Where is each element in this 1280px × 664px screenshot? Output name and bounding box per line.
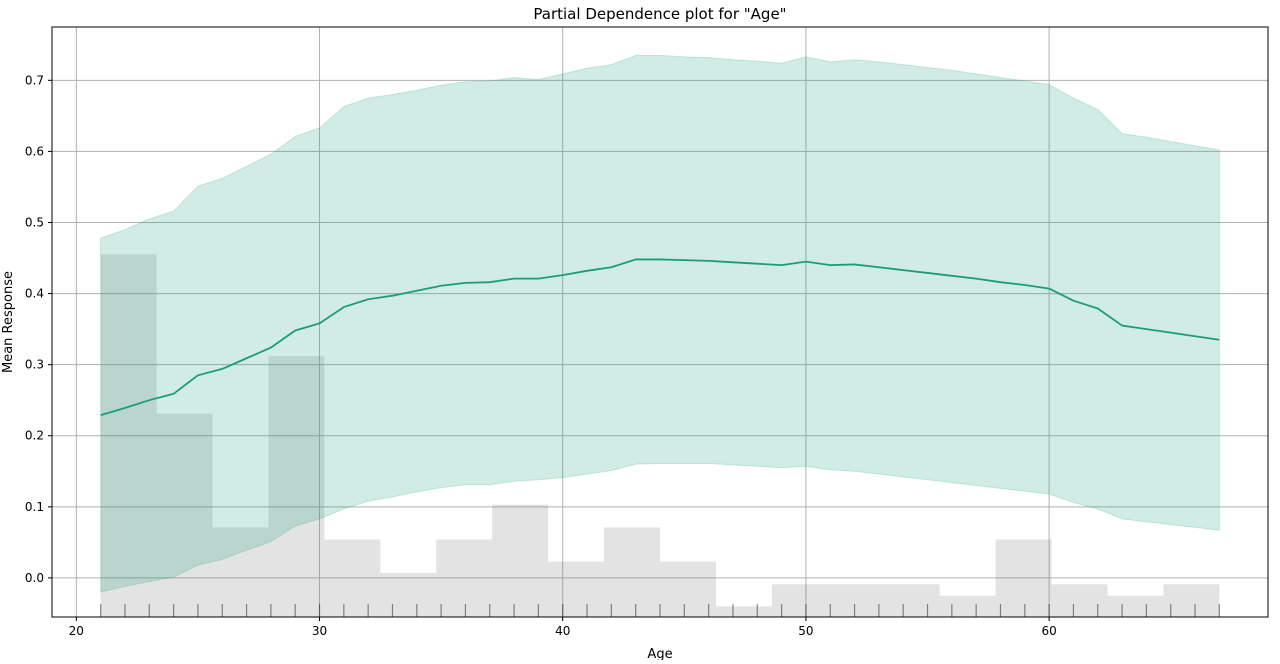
histogram-bin bbox=[436, 539, 493, 617]
histogram-bin bbox=[380, 572, 437, 617]
histogram-bin bbox=[883, 584, 940, 617]
grid-lines bbox=[52, 27, 1268, 617]
histogram-bins bbox=[100, 254, 1220, 617]
x-axis-label: Age bbox=[647, 647, 672, 660]
y-tick-label: 0.6 bbox=[25, 144, 44, 158]
histogram-bin bbox=[156, 413, 213, 617]
axis-ticks: 20 30 40 50 60 0.0 0.1 0.2 0.3 0.4 0.5 0.6 0.7 bbox=[25, 73, 1057, 638]
x-tick-label: 50 bbox=[798, 624, 813, 638]
x-tick-label: 60 bbox=[1041, 624, 1056, 638]
y-tick-label: 0.2 bbox=[25, 429, 44, 443]
histogram-bin bbox=[771, 584, 828, 617]
histogram-bin bbox=[212, 527, 269, 617]
histogram-bin bbox=[660, 561, 716, 617]
histogram-bin bbox=[715, 606, 772, 617]
mean-response-line-layer bbox=[100, 258, 1220, 416]
y-tick-label: 0.7 bbox=[25, 73, 44, 87]
y-tick-label: 0.4 bbox=[25, 287, 44, 301]
x-tick-label: 40 bbox=[555, 624, 570, 638]
histogram-bin bbox=[939, 595, 996, 617]
y-tick-label: 0.3 bbox=[25, 358, 44, 372]
histogram-bin bbox=[1107, 595, 1164, 617]
histogram-bin bbox=[268, 356, 325, 617]
histogram-bin bbox=[100, 254, 157, 617]
x-tick-label: 30 bbox=[312, 624, 327, 638]
histogram-bin bbox=[548, 561, 605, 617]
y-axis-label: Mean Response bbox=[1, 271, 16, 373]
y-tick-label: 0.1 bbox=[25, 500, 44, 514]
histogram-bin bbox=[1163, 584, 1220, 617]
histogram-bin bbox=[1051, 584, 1108, 617]
confidence-band-layer bbox=[100, 54, 1220, 593]
histogram-bin bbox=[324, 539, 381, 617]
histogram-bin bbox=[492, 504, 549, 617]
y-tick-label: 0.0 bbox=[25, 571, 44, 585]
x-tick-label: 20 bbox=[69, 624, 84, 638]
plot-frame bbox=[51, 26, 1269, 618]
histogram-bin bbox=[995, 539, 1052, 617]
y-tick-label: 0.5 bbox=[25, 215, 44, 229]
rug-marks bbox=[100, 604, 1220, 617]
histogram-bin bbox=[827, 584, 884, 617]
confidence-band bbox=[100, 54, 1220, 593]
chart-title: Partial Dependence plot for "Age" bbox=[533, 5, 786, 23]
histogram-bin bbox=[604, 527, 660, 617]
mean-response-line bbox=[100, 258, 1220, 416]
